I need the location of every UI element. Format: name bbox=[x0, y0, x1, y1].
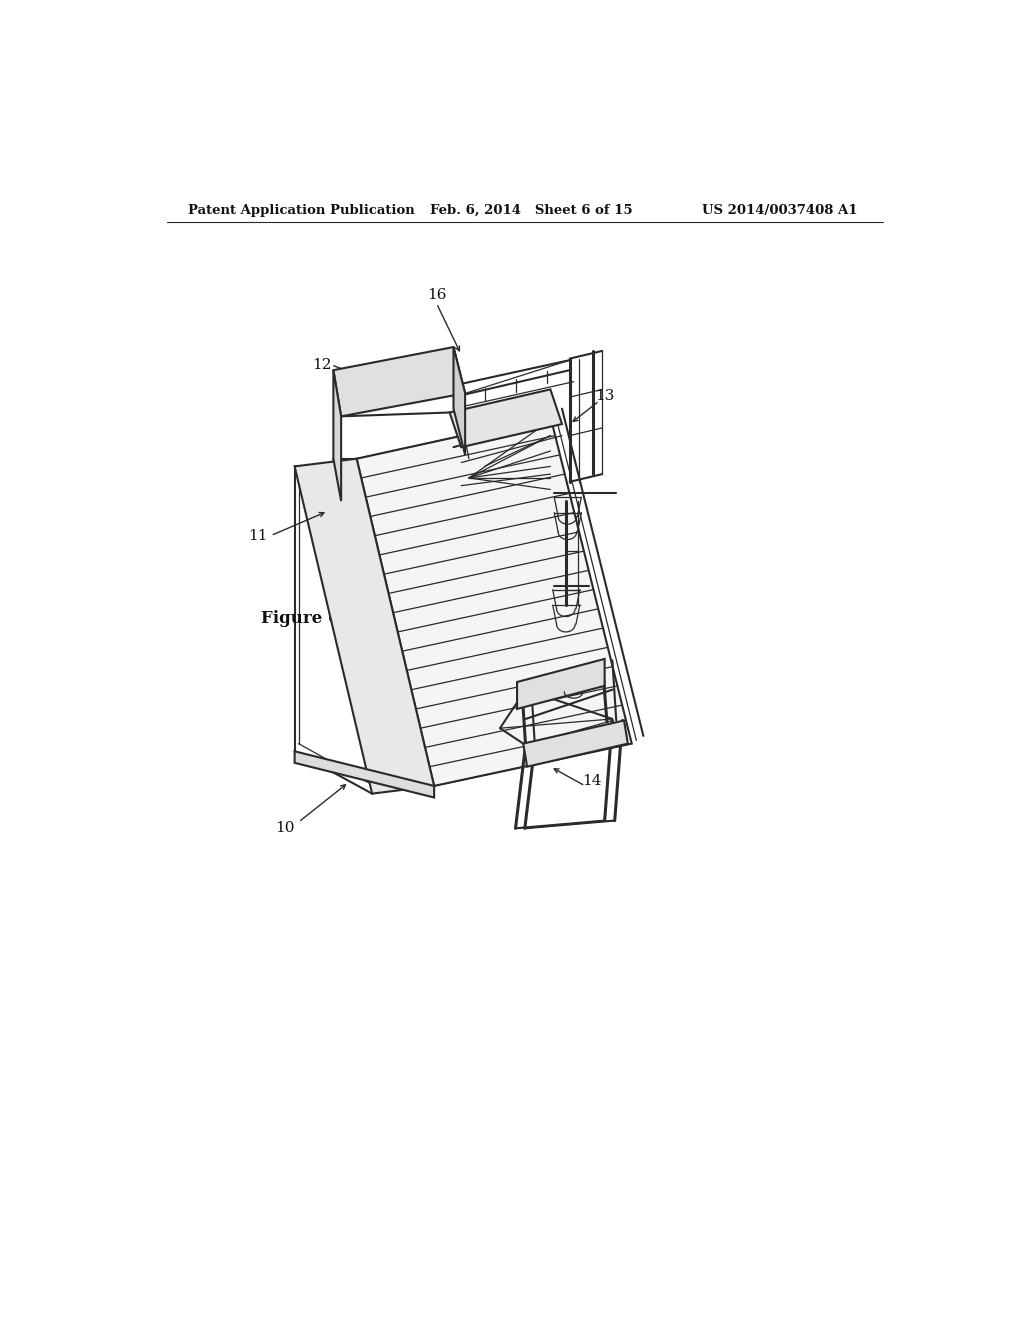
Polygon shape bbox=[454, 347, 465, 455]
Polygon shape bbox=[334, 370, 341, 502]
Text: 11: 11 bbox=[249, 529, 268, 543]
Text: 10: 10 bbox=[274, 821, 294, 836]
Text: 12: 12 bbox=[312, 358, 332, 372]
Text: Feb. 6, 2014   Sheet 6 of 15: Feb. 6, 2014 Sheet 6 of 15 bbox=[430, 205, 633, 218]
Text: 16: 16 bbox=[427, 289, 446, 302]
Polygon shape bbox=[517, 659, 604, 709]
Polygon shape bbox=[295, 751, 434, 797]
Text: Figure 6: Figure 6 bbox=[261, 610, 340, 627]
Polygon shape bbox=[295, 459, 434, 793]
Text: 14: 14 bbox=[582, 774, 601, 788]
Polygon shape bbox=[356, 416, 632, 785]
Text: 13: 13 bbox=[595, 388, 614, 403]
Text: US 2014/0037408 A1: US 2014/0037408 A1 bbox=[701, 205, 857, 218]
Polygon shape bbox=[523, 721, 628, 767]
Polygon shape bbox=[450, 389, 562, 447]
Polygon shape bbox=[334, 347, 465, 416]
Text: Patent Application Publication: Patent Application Publication bbox=[188, 205, 415, 218]
